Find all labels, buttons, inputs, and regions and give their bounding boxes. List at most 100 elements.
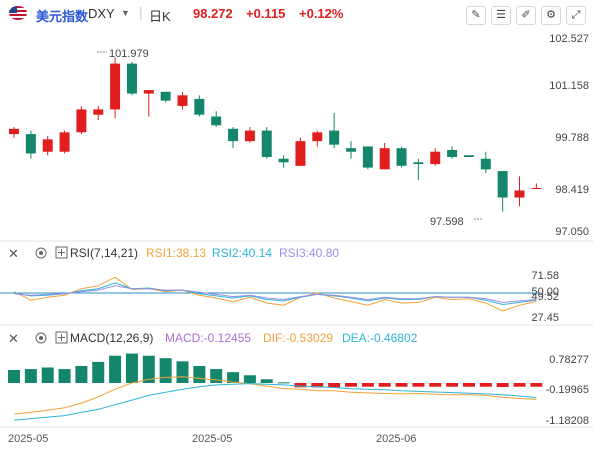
candle [9, 127, 19, 138]
candle [160, 91, 171, 103]
candle-body [59, 132, 70, 152]
rsi2-value: RSI2:40.14 [212, 246, 272, 260]
candle [413, 158, 424, 180]
candle [463, 155, 474, 157]
candle-body [463, 155, 474, 157]
collapse-icon[interactable]: ✕ [8, 331, 19, 346]
macd-bar [530, 383, 543, 387]
macd-bar [361, 383, 374, 387]
indicator-switch-icon[interactable] [55, 331, 68, 344]
macd-bar [479, 383, 492, 387]
candle [228, 127, 239, 149]
macd-bar [311, 383, 324, 388]
instrument-name[interactable]: 美元指数 [36, 9, 89, 24]
settings-icon[interactable]: ⚙ [541, 6, 561, 25]
rsi-tick: 50.00 [531, 286, 559, 298]
candle-body [329, 130, 340, 145]
candle [480, 151, 491, 173]
candle [295, 137, 306, 166]
candle-body [413, 162, 424, 165]
x-tick: 2025-05 [8, 433, 48, 445]
macd-bar [193, 365, 206, 383]
candle-body [211, 116, 222, 126]
macd-tick: -1.18208 [546, 415, 589, 427]
candle [346, 141, 356, 159]
macd-bar [8, 369, 20, 383]
macd-bar [159, 358, 172, 383]
candle [59, 130, 70, 154]
macd-tick: 0.78277 [549, 354, 589, 366]
macd-bar [378, 383, 391, 387]
candle-body [447, 149, 458, 157]
candle-body [531, 188, 542, 190]
candle [110, 57, 121, 119]
macd-bar [75, 365, 88, 383]
macd-bar [41, 367, 54, 383]
indicator-switch-icon[interactable] [55, 246, 68, 259]
candle [447, 146, 458, 159]
candle [194, 95, 205, 117]
candle [93, 105, 104, 120]
drawing-tools-icon[interactable]: ☰ [491, 6, 511, 25]
rsi-lines [13, 276, 537, 312]
candle [211, 111, 222, 128]
macd-header: ✕ MACD(12,26,9) MACD:-0.12455 DIF:-0.530… [8, 331, 418, 346]
rsi-axis: 71.58 49.52 50.00 27.45 [531, 270, 559, 324]
macd-bar [496, 383, 509, 388]
x-tick: 2025-05 [192, 433, 232, 445]
price-axis: 102.527 101.158 99.788 98.419 97.050 [549, 33, 589, 238]
macd-bar [462, 383, 475, 387]
candle [531, 183, 542, 190]
candle-body [261, 130, 272, 157]
candle-body [312, 132, 323, 142]
candle-body [110, 63, 121, 110]
rsi2-line [13, 282, 537, 306]
time-axis: 2025-05 2025-05 2025-06 [8, 433, 416, 445]
symbol-dropdown-icon[interactable]: ▼ [121, 8, 130, 18]
candle-body [244, 130, 255, 142]
macd-bar [227, 372, 240, 383]
macd-bar [294, 383, 307, 388]
candle-body [430, 151, 441, 165]
instrument-symbol[interactable]: DXY [88, 6, 115, 21]
collapse-icon[interactable]: ✕ [8, 246, 19, 261]
period-selector[interactable]: 日K [149, 9, 171, 24]
indicator-settings-icon[interactable] [35, 247, 47, 259]
macd-label: MACD(12,26,9) [70, 331, 153, 345]
indicator-settings-icon[interactable] [35, 332, 47, 344]
dif-value: DIF:-0.53029 [263, 331, 333, 345]
dea-value: DEA:-0.46802 [342, 331, 418, 345]
candle [514, 176, 525, 207]
dea-line [13, 383, 537, 421]
macd-lines [13, 376, 537, 421]
macd-bar [92, 361, 105, 383]
candle-body [346, 148, 356, 152]
rsi3-value: RSI3:40.80 [279, 246, 339, 260]
candle [244, 127, 255, 143]
macd-bar [345, 383, 357, 387]
candle-body [379, 148, 390, 170]
candle-body [278, 158, 289, 163]
us-flag-icon [9, 6, 27, 20]
price-tick: 98.419 [555, 184, 589, 196]
price-tick: 101.158 [549, 80, 589, 92]
pen-drawing-icon[interactable]: ✎ [466, 6, 486, 25]
last-price: 98.272 [193, 6, 233, 21]
candle-body [25, 134, 36, 154]
candle [278, 155, 289, 168]
candlestick-series [9, 57, 542, 212]
candle [25, 130, 36, 159]
fullscreen-expand-icon[interactable]: ⤢ [566, 6, 586, 25]
candle [497, 171, 508, 212]
macd-bar [446, 383, 459, 387]
price-tick: 99.788 [555, 132, 589, 144]
price-tick: 102.527 [549, 33, 589, 45]
header-divider: | [139, 4, 143, 20]
price-tick: 97.050 [555, 226, 589, 238]
dif-line [13, 376, 537, 415]
candle [312, 130, 323, 147]
brush-icon[interactable]: ✐ [516, 6, 536, 25]
macd-bar [125, 353, 138, 383]
macd-histogram [8, 353, 543, 388]
x-tick: 2025-06 [376, 433, 416, 445]
